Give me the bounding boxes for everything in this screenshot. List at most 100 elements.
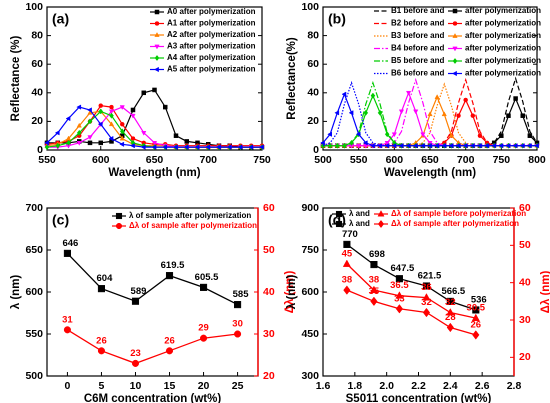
y2-axis-label: Δλ (nm) <box>284 270 296 313</box>
data-point <box>44 140 49 146</box>
data-point <box>65 115 71 122</box>
data-point <box>391 132 397 138</box>
data-point <box>152 87 157 93</box>
y-tick-label: 900 <box>301 202 319 214</box>
data-point <box>377 109 383 116</box>
legend-label: Δλ of sample before polymerization <box>391 209 526 218</box>
data-point <box>76 104 82 110</box>
value-label: 619.5 <box>161 260 185 271</box>
value-label: 32 <box>445 297 456 308</box>
value-label: 604 <box>97 273 114 284</box>
data-point <box>76 141 82 146</box>
x-tick-label: 2.8 <box>507 380 522 392</box>
legend-marker <box>452 8 458 14</box>
data-point <box>237 144 243 150</box>
x-tick-label: 500 <box>314 154 332 166</box>
y-tick-label: 600 <box>301 286 319 298</box>
legend-marker <box>452 21 458 26</box>
data-point <box>342 259 351 267</box>
data-point <box>63 249 71 257</box>
y-tick-label: 80 <box>31 29 43 41</box>
x-tick-label: 0 <box>64 380 70 392</box>
y-tick-label: 0 <box>313 144 319 156</box>
y-tick-label: 20 <box>307 115 319 127</box>
data-point <box>131 297 140 305</box>
series-line <box>346 243 477 311</box>
data-point <box>87 140 93 146</box>
legend-marker <box>452 70 457 77</box>
data-point <box>98 140 103 146</box>
data-point <box>395 275 403 283</box>
data-point <box>87 107 92 113</box>
data-point <box>422 282 431 290</box>
data-point <box>420 132 426 138</box>
value-label: 33 <box>394 293 405 304</box>
y-tick-label: 750 <box>301 244 319 256</box>
data-point <box>419 143 425 149</box>
x-tick-label: 550 <box>38 154 56 166</box>
data-point <box>349 139 354 146</box>
data-point <box>44 144 50 151</box>
y-tick-label: 300 <box>301 370 319 382</box>
data-point <box>395 304 404 314</box>
data-point <box>342 142 347 149</box>
y-tick-label: 550 <box>25 328 43 340</box>
data-point <box>334 110 340 116</box>
value-label: 26 <box>164 335 175 346</box>
y2-tick-label: 40 <box>519 276 531 288</box>
value-label: 23 <box>130 348 141 359</box>
data-point <box>434 94 440 99</box>
x-tick-label: 25 <box>232 380 244 392</box>
data-point <box>98 103 103 108</box>
value-label: 35 <box>369 286 380 297</box>
legend-label: A0 after polymerization <box>167 7 256 16</box>
data-point <box>455 143 461 149</box>
data-point <box>234 301 242 309</box>
legend-label: A5 after polymerization <box>167 65 256 74</box>
data-point <box>369 285 378 294</box>
legend-marker <box>154 66 159 73</box>
value-label: 45 <box>342 249 353 260</box>
data-point <box>76 129 82 136</box>
x-tick-label: 15 <box>164 380 176 392</box>
value-label: 698 <box>369 249 385 260</box>
value-label: 38 <box>369 275 380 286</box>
value-label: 36.5 <box>390 280 409 291</box>
data-point <box>131 359 140 367</box>
legend-marker <box>154 54 160 62</box>
x-axis-label: S5011 concentration (wt%) <box>346 393 492 403</box>
series-line <box>66 252 238 306</box>
data-point <box>512 143 518 149</box>
data-point <box>405 143 411 149</box>
data-point <box>194 144 200 150</box>
data-point <box>199 334 208 342</box>
data-point <box>356 143 362 149</box>
data-point <box>477 143 482 149</box>
data-point <box>108 109 115 115</box>
legend-marker <box>452 46 458 52</box>
data-point <box>87 135 93 141</box>
series-line <box>47 89 262 148</box>
value-label: 589 <box>131 286 147 297</box>
legend-marker <box>452 33 458 38</box>
legend-marker <box>377 210 385 217</box>
data-point <box>108 135 114 142</box>
y-axis-label: Reflectance(%) <box>286 37 298 120</box>
y-tick-label: 40 <box>307 87 319 99</box>
y-tick-label: 0 <box>37 144 43 156</box>
data-point <box>119 141 125 147</box>
y-tick-label: 500 <box>25 370 43 382</box>
value-label: 647.5 <box>391 263 415 274</box>
y-tick-label: 100 <box>301 1 319 13</box>
data-point <box>341 91 347 97</box>
data-point <box>141 130 147 136</box>
value-label: 36 <box>421 282 432 293</box>
x-tick-label: 550 <box>350 154 368 166</box>
x-axis-label: Wavelength (nm) <box>384 167 476 179</box>
legend-label: A1 after polymerization <box>167 19 256 28</box>
y-tick-label: 40 <box>31 87 43 99</box>
y2-tick-label: 50 <box>519 239 531 251</box>
legend-marker <box>154 44 160 50</box>
value-label: 28 <box>445 312 456 323</box>
